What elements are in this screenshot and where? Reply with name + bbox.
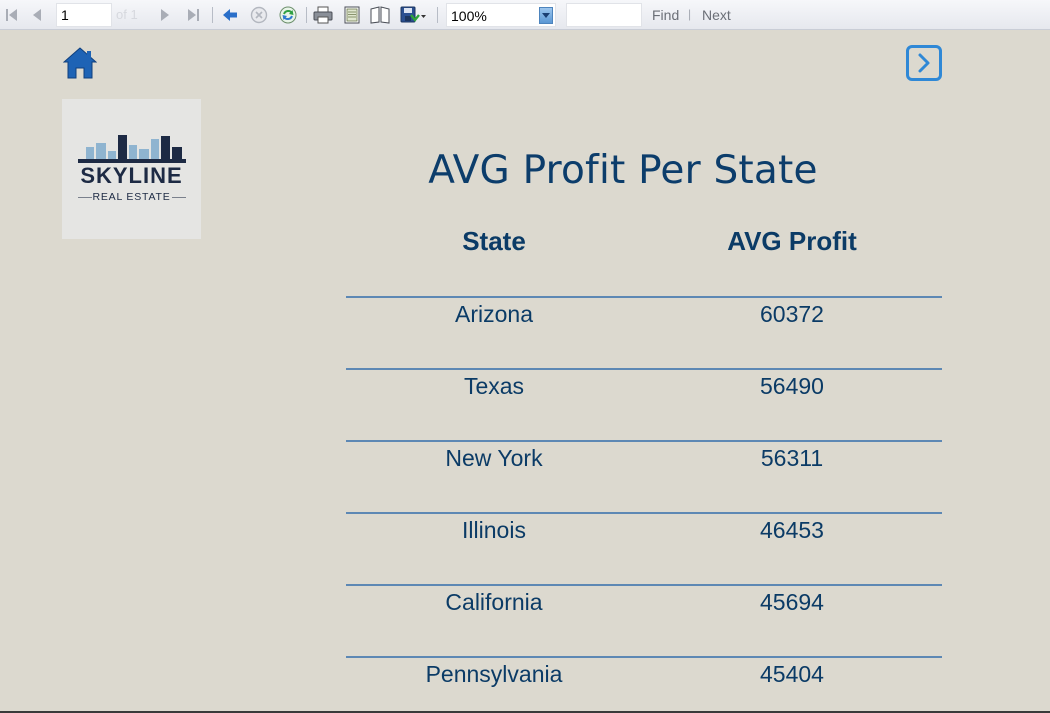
- report-viewer-toolbar: of 1 100% Find | Next: [0, 0, 1050, 30]
- next-page-icon[interactable]: [155, 5, 175, 25]
- previous-page-icon[interactable]: [27, 5, 47, 25]
- find-link[interactable]: Find: [652, 7, 680, 23]
- cell-state: New York: [445, 445, 543, 471]
- first-page-icon[interactable]: [2, 5, 22, 25]
- cell-state: California: [445, 589, 543, 615]
- home-icon[interactable]: [62, 46, 98, 80]
- row-divider: [346, 656, 942, 658]
- company-logo: SKYLINE REAL ESTATE: [62, 99, 201, 239]
- row-divider: [346, 368, 942, 370]
- cell-avg-profit: 60372: [760, 301, 824, 327]
- row-divider: [346, 296, 942, 298]
- report-title: AVG Profit Per State: [428, 148, 818, 193]
- logo-rule: [78, 197, 92, 198]
- row-divider: [346, 584, 942, 586]
- cell-state: Pennsylvania: [425, 661, 563, 687]
- zoom-select[interactable]: 100%: [446, 3, 556, 27]
- refresh-icon[interactable]: [278, 5, 298, 25]
- page-number-input[interactable]: [56, 3, 112, 27]
- next-report-icon[interactable]: [906, 45, 942, 81]
- cell-avg-profit: 46453: [760, 517, 824, 543]
- cell-state: Texas: [463, 373, 525, 399]
- logo-name: SKYLINE: [80, 163, 183, 188]
- row-divider: [346, 512, 942, 514]
- find-separator: |: [688, 7, 692, 21]
- window-bottom-border: [0, 711, 1050, 713]
- column-header-avg-profit: AVG Profit: [727, 226, 857, 256]
- chevron-down-icon[interactable]: [539, 7, 553, 24]
- cell-avg-profit: 45694: [760, 589, 824, 615]
- export-icon[interactable]: [398, 5, 428, 25]
- last-page-icon[interactable]: [183, 5, 203, 25]
- toolbar-separator: [212, 7, 213, 23]
- find-text-input[interactable]: [566, 3, 642, 27]
- toolbar-separator: [437, 7, 438, 23]
- find-next-link[interactable]: Next: [702, 7, 731, 23]
- print-icon[interactable]: [313, 5, 333, 25]
- cell-avg-profit: 45404: [760, 661, 824, 687]
- column-header-state: State: [462, 226, 526, 256]
- page-setup-icon[interactable]: [342, 5, 362, 25]
- cell-state: Arizona: [455, 301, 533, 327]
- print-layout-icon[interactable]: [370, 5, 390, 25]
- cell-avg-profit: 56490: [760, 373, 824, 399]
- cell-avg-profit: 56311: [760, 445, 824, 471]
- skyline-graphic-icon: [78, 135, 186, 163]
- zoom-value: 100%: [451, 8, 487, 24]
- back-to-parent-icon[interactable]: [220, 5, 240, 25]
- logo-rule: [172, 197, 186, 198]
- toolbar-separator: [306, 7, 307, 23]
- cell-state: Illinois: [462, 517, 526, 543]
- page-count-label: of 1: [116, 7, 138, 22]
- row-divider: [346, 440, 942, 442]
- stop-icon[interactable]: [249, 5, 269, 25]
- logo-tagline: REAL ESTATE: [92, 191, 171, 203]
